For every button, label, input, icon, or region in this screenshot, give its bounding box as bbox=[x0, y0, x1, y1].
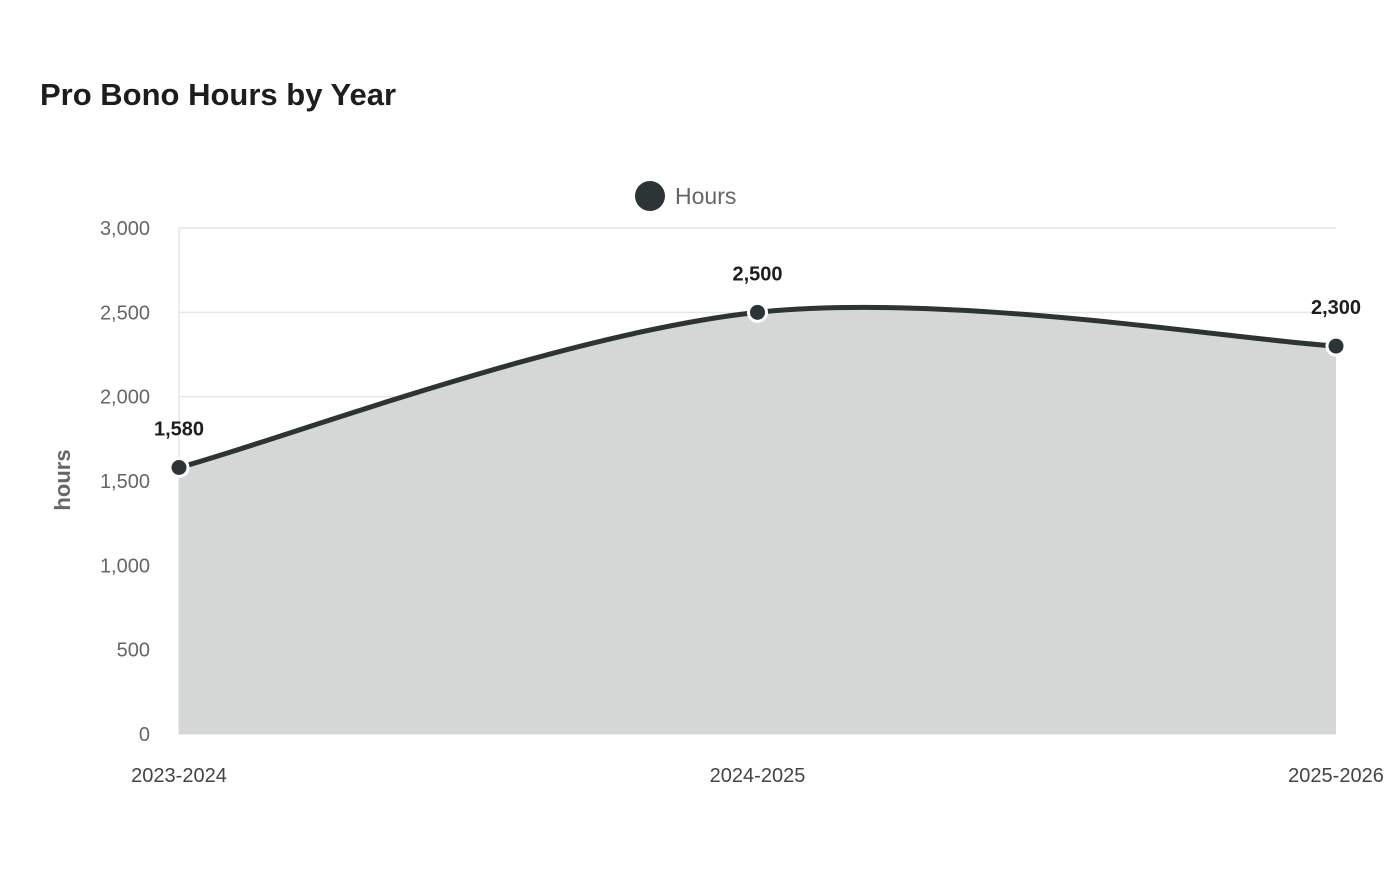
data-point[interactable] bbox=[1325, 335, 1347, 357]
y-tick-label: 2,000 bbox=[100, 387, 150, 409]
data-label: 2,500 bbox=[732, 263, 782, 285]
x-tick-label: 2025-2026 bbox=[1288, 765, 1384, 787]
x-tick-label: 2023-2024 bbox=[131, 765, 227, 787]
data-point[interactable] bbox=[747, 301, 768, 323]
data-point[interactable] bbox=[168, 457, 190, 479]
x-axis-ticks: 2023-2024 2024-2025 2025-2026 bbox=[131, 765, 1384, 787]
y-axis-ticks: 0 500 1,000 1,500 2,000 2,500 3,000 bbox=[100, 218, 150, 746]
y-tick-label: 500 bbox=[117, 640, 150, 662]
y-tick-label: 0 bbox=[139, 724, 150, 746]
x-tick-label: 2024-2025 bbox=[710, 765, 806, 787]
data-label: 2,300 bbox=[1311, 297, 1361, 319]
legend-label-hours: Hours bbox=[675, 183, 736, 209]
legend-swatch-hours bbox=[635, 181, 665, 211]
data-markers bbox=[168, 301, 1347, 479]
y-tick-label: 1,000 bbox=[100, 555, 150, 577]
y-tick-label: 3,000 bbox=[100, 218, 150, 240]
legend[interactable]: Hours bbox=[635, 181, 736, 211]
y-tick-label: 2,500 bbox=[100, 302, 150, 324]
chart-title: Pro Bono Hours by Year bbox=[40, 77, 397, 112]
area-layer bbox=[176, 304, 1339, 734]
data-label: 1,580 bbox=[154, 419, 204, 441]
y-tick-label: 1,500 bbox=[100, 471, 150, 493]
data-labels: 1,580 2,500 2,300 bbox=[154, 263, 1361, 440]
series-area-hours bbox=[179, 307, 1336, 734]
y-axis-label: hours bbox=[50, 449, 75, 510]
